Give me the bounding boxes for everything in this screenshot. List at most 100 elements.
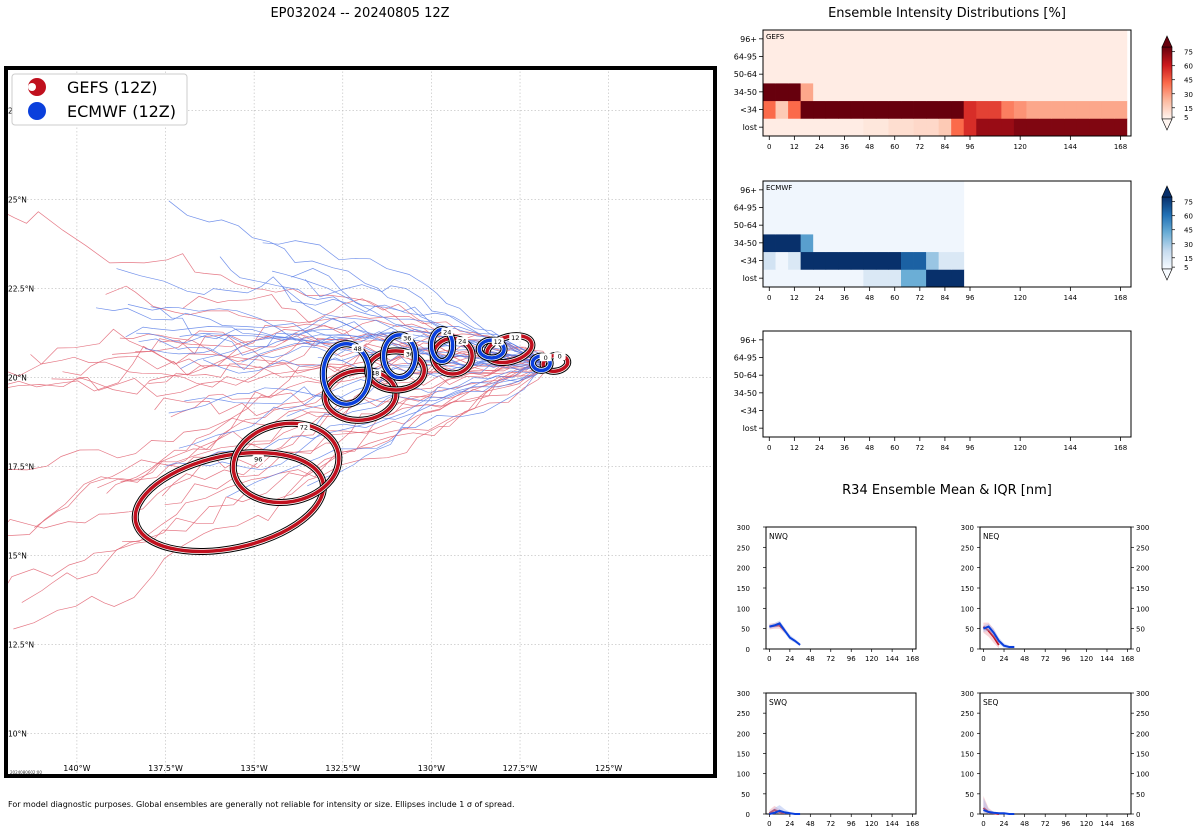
heatmap-cell bbox=[951, 30, 965, 49]
ecmwf-ellipse-label-bg bbox=[441, 327, 454, 336]
heatmap-cell bbox=[1101, 100, 1115, 119]
r34-ytick-label: 200 bbox=[961, 730, 974, 738]
heatmap-xtick-label: 144 bbox=[1064, 294, 1078, 302]
member-track bbox=[120, 356, 553, 483]
heatmap-cell bbox=[763, 47, 776, 66]
heatmap-cell bbox=[1089, 65, 1103, 84]
r34-xtick-label: 24 bbox=[785, 655, 794, 663]
member-track bbox=[105, 285, 553, 364]
r34-ytick-label: 250 bbox=[737, 710, 750, 718]
heatmap-cell bbox=[850, 47, 864, 66]
heatmap-cell bbox=[926, 65, 940, 84]
heatmap-cell bbox=[775, 83, 789, 102]
heatmap-cell bbox=[775, 269, 789, 288]
r34-quadrant-label: NWQ bbox=[769, 532, 788, 541]
heatmap-ytick-label: lost bbox=[743, 123, 757, 132]
heatmap-xtick-label: 120 bbox=[1013, 294, 1026, 302]
heatmap-cell bbox=[901, 47, 914, 66]
r34-frame bbox=[979, 692, 1132, 815]
heatmap-xtick-label: 84 bbox=[940, 294, 949, 302]
heatmap-cell bbox=[825, 30, 839, 49]
ecmwf-colorbar: 515 30 45 60 75 bbox=[1161, 185, 1193, 281]
heatmap-cell bbox=[1051, 65, 1065, 84]
heatmap-cell bbox=[1089, 118, 1103, 137]
heatmap-cell bbox=[1013, 118, 1027, 137]
heatmap-ytick-label: 96+ bbox=[740, 336, 757, 345]
heatmap-cell bbox=[901, 198, 914, 217]
heatmap-cell bbox=[901, 269, 914, 288]
heatmap-xtick-label: 60 bbox=[890, 444, 899, 452]
r34-ytick-label: 50 bbox=[1136, 626, 1145, 634]
r34-quadrant-label: NEQ bbox=[983, 532, 999, 541]
heatmap-cell bbox=[838, 30, 852, 49]
heatmap-cell bbox=[888, 216, 902, 235]
heatmap-xtick-label: 144 bbox=[1064, 444, 1078, 452]
r34-xtick-label: 48 bbox=[806, 655, 815, 663]
heatmap-cell bbox=[1064, 47, 1078, 66]
heatmap-cell bbox=[788, 269, 802, 288]
heatmap-ytick-label: 64-95 bbox=[734, 53, 757, 62]
heatmap-ytick-label: lost bbox=[743, 274, 757, 283]
r34-xtick-label: 144 bbox=[885, 655, 899, 663]
heatmap-model-label: GEFS bbox=[766, 33, 785, 41]
heatmap-cell bbox=[888, 83, 902, 102]
heatmap-xtick-label: 168 bbox=[1114, 143, 1127, 151]
heatmap-cell bbox=[825, 198, 839, 217]
heatmap-cell bbox=[838, 65, 852, 84]
ecmwf-mean-line bbox=[769, 622, 801, 646]
r34-frame bbox=[765, 526, 917, 650]
gefs-ellipse bbox=[231, 421, 341, 505]
heatmap-cell bbox=[1026, 118, 1040, 137]
heatmap-cell bbox=[850, 234, 864, 253]
heatmap-cell bbox=[951, 100, 965, 119]
heatmap-xtick-label: 96 bbox=[966, 294, 975, 302]
heatmap-cell bbox=[763, 269, 776, 288]
heatmap-cell bbox=[850, 118, 864, 137]
heatmap-cell bbox=[913, 30, 927, 49]
heatmap-cell bbox=[901, 251, 914, 270]
heatmap-cell bbox=[863, 100, 877, 119]
lat-tick-label: 15°N bbox=[8, 551, 27, 560]
heatmap-cell bbox=[875, 181, 889, 200]
ecmwf-mean-line bbox=[983, 809, 1015, 815]
heatmap-cell bbox=[775, 118, 789, 137]
heatmap-cell bbox=[763, 234, 776, 253]
heatmap-cell bbox=[825, 65, 839, 84]
legend-ecmwf-label: ECMWF (12Z) bbox=[67, 102, 176, 121]
heatmap-cell bbox=[913, 118, 927, 137]
heatmap-cell bbox=[788, 181, 802, 200]
heatmap-xtick-label: 48 bbox=[865, 143, 874, 151]
r34-xtick-label: 168 bbox=[1121, 820, 1134, 828]
heatmap-cell bbox=[800, 47, 814, 66]
lon-tick-label: 137.5°W bbox=[148, 764, 183, 773]
heatmap-cell bbox=[888, 181, 902, 200]
heatmap-cell bbox=[763, 83, 776, 102]
member-track bbox=[6, 330, 553, 397]
r34-ytick-label: 200 bbox=[961, 565, 974, 573]
heatmap-cell bbox=[850, 100, 864, 119]
heatmap-cell bbox=[1101, 65, 1115, 84]
heatmap-cell bbox=[1051, 118, 1065, 137]
gefs-ellipse-hour-label: 48 bbox=[371, 370, 379, 378]
heatmap-cell bbox=[813, 30, 827, 49]
heatmap-xtick-label: 72 bbox=[915, 444, 924, 452]
heatmap-cell bbox=[1001, 118, 1015, 137]
heatmap-cell bbox=[788, 30, 802, 49]
heatmap-cell bbox=[850, 269, 864, 288]
heatmap-ytick-label: lost bbox=[743, 424, 757, 433]
heatmap-cell bbox=[1089, 100, 1103, 119]
heatmap-cell bbox=[951, 198, 965, 217]
heatmap-xtick-label: 84 bbox=[940, 143, 949, 151]
heatmap-cell bbox=[1064, 83, 1078, 102]
heatmap-cell bbox=[913, 65, 927, 84]
heatmap-cell bbox=[1064, 118, 1078, 137]
heatmap-cell bbox=[863, 216, 877, 235]
heatmap-cell bbox=[1101, 118, 1115, 137]
heatmap-ytick-label: 64-95 bbox=[734, 354, 757, 363]
r34-xtick-label: 24 bbox=[1000, 655, 1009, 663]
heatmap-cell bbox=[988, 47, 1002, 66]
heatmap-cell bbox=[825, 100, 839, 119]
heatmap-cell bbox=[838, 234, 852, 253]
r34-xtick-label: 24 bbox=[1000, 820, 1009, 828]
